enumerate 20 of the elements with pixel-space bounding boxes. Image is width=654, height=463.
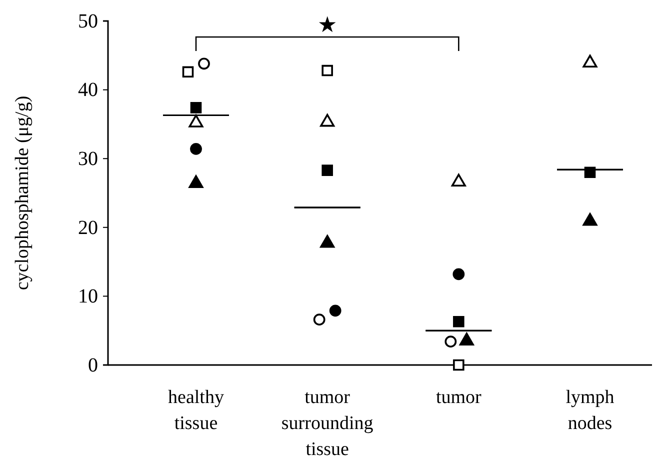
y-tick-label: 10	[78, 286, 98, 308]
point	[190, 102, 202, 114]
point	[453, 316, 464, 328]
x-tick-label: tumor surrounding tissue	[281, 387, 374, 460]
y-tick-label: 40	[78, 79, 98, 102]
point	[190, 143, 202, 155]
x-tick-label: tumor	[436, 387, 482, 408]
y-tick-label: 30	[78, 148, 98, 170]
y-tick-label: 20	[78, 216, 98, 239]
point	[322, 64, 333, 76]
y-tick-label: 50	[78, 10, 98, 32]
y-tick-label: 0	[88, 354, 98, 376]
point	[452, 268, 465, 280]
point	[584, 166, 596, 178]
x-tick-label: healthy tissue	[168, 387, 224, 434]
point	[322, 164, 333, 176]
point	[453, 359, 464, 371]
x-tick-label: lymph nodes	[566, 387, 615, 434]
annotation: ★	[317, 12, 338, 37]
y-axis-title: cyclophosphamide (μg/g)	[12, 96, 33, 290]
